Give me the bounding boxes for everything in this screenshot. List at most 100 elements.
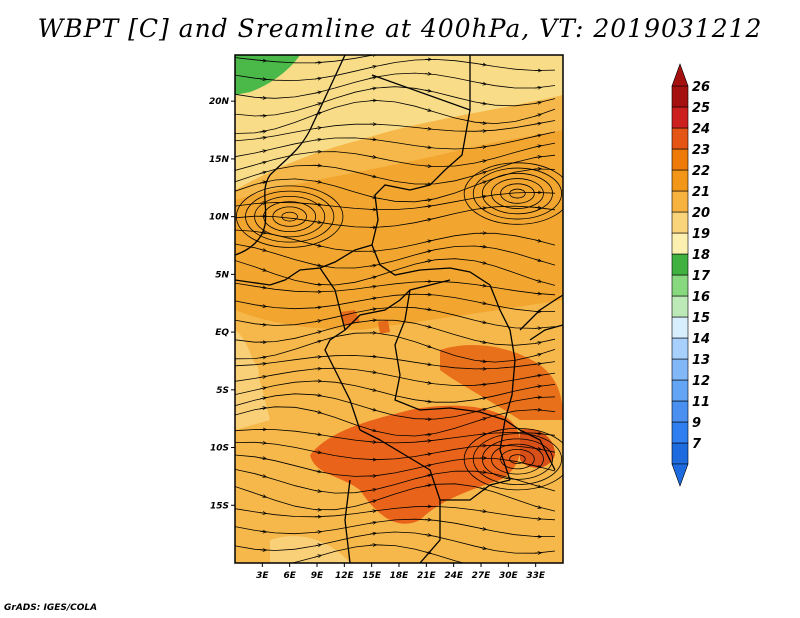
streamline [314,321,321,322]
streamline [369,66,376,67]
streamline [259,398,266,399]
lat-tick-label: 5S [216,386,229,396]
colorbar-swatch [671,295,689,318]
streamline [479,528,486,529]
streamline [235,191,556,210]
streamline [534,364,541,365]
streamline [479,285,486,286]
lon-tick-label: 33E [526,571,546,581]
longitude-ticks: 3E 6E 9E 12E 15E 18E 21E 24E 27E 30E 33E [256,563,546,581]
streamline [235,483,556,512]
streamline [314,434,321,435]
lat-tick-label: 15S [210,501,229,511]
streamline [314,222,321,223]
streamline [369,409,376,411]
streamline [289,544,555,563]
colorbar-label: 25 [692,101,710,116]
streamline [235,406,556,437]
streamline [534,342,541,343]
streamline [534,88,541,89]
streamline [314,92,321,93]
map-title: WBPT [C] and Sreamline at 400hPa, VT: 20… [37,14,763,43]
lon-tick-label: 9E [311,571,324,581]
streamline [479,409,486,411]
streamline [259,357,266,358]
streamline [235,205,556,228]
streamline [369,533,376,534]
streamline [424,219,431,220]
streamline [424,475,431,476]
lat-tick-label: 10N [209,213,230,223]
streamline [424,534,431,535]
lon-tick-label: 12E [335,571,355,581]
streamline [479,83,486,84]
streamline [314,452,321,453]
streamline [369,320,376,321]
streamline [479,181,486,183]
streamline [369,88,376,89]
streamline [235,58,556,82]
colorbar-swatch [671,211,689,234]
streamline [314,265,321,266]
streamline [259,364,266,365]
lon-tick-label: 6E [283,571,296,581]
streamline [479,446,486,447]
vortex-ring [263,201,317,233]
streamline [259,513,266,514]
streamline [479,398,486,399]
lon-tick-label: 15E [362,571,382,581]
streamline [424,401,431,402]
colorbar-label: 18 [692,248,710,263]
streamline [235,258,556,286]
lon-tick-label: 3E [256,571,269,581]
streamline [480,567,486,568]
streamline [424,200,431,201]
streamline [424,364,431,365]
streamline [235,505,556,521]
streamline [235,531,556,554]
streamline [235,306,556,329]
streamline [259,162,266,164]
streamline [235,131,556,158]
streamline [479,418,486,420]
streamline [534,259,541,261]
streamline [369,286,376,287]
vortex-ring [509,454,526,464]
streamline [259,60,266,61]
streamline [479,322,486,323]
vortex-ring [235,185,344,248]
colorbar-label: 20 [692,206,710,221]
streamline [235,99,556,134]
colorbar-label: 19 [692,227,710,242]
streamline [314,181,321,182]
streamline [314,395,321,396]
streamline [424,129,431,130]
colorbar-label: 22 [692,164,710,179]
streamline [259,306,266,307]
colorbar-label: 12 [692,374,710,389]
streamline [534,146,541,147]
streamline [314,307,321,308]
vortex-ring [272,206,307,227]
streamline [479,147,486,148]
streamline [235,86,556,117]
streamline [235,142,556,171]
streamline [534,123,541,124]
colorbar-swatch [671,232,689,255]
colorbar-label: 9 [692,416,701,431]
streamline [534,207,541,208]
colorbar-swatch [671,127,689,150]
streamline [369,500,376,502]
streamline [424,309,431,310]
streamline [534,114,541,116]
streamlines [235,55,563,568]
streamline [259,249,266,251]
streamline [369,430,376,432]
lat-tick-label: EQ [215,328,229,338]
streamline [259,151,266,152]
lat-tick-label: 10S [210,444,229,454]
streamline [259,182,266,183]
colorbar-min-arrow [671,463,689,487]
colorbar-label: 17 [692,269,711,284]
streamline [259,131,266,132]
